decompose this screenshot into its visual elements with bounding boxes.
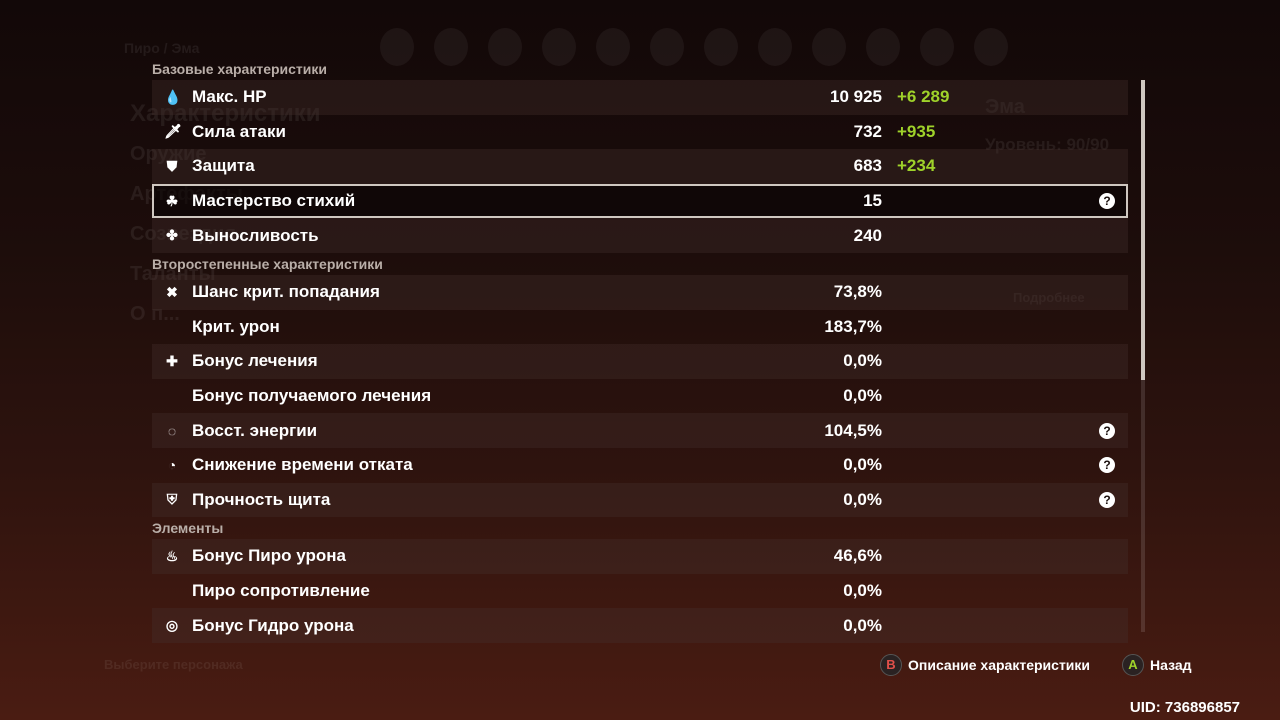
- crit-rate-icon: ✖: [166, 283, 178, 300]
- stat-label: Бонус лечения: [192, 351, 318, 371]
- stat-label: Бонус получаемого лечения: [192, 386, 432, 406]
- stat-label: Снижение времени отката: [192, 455, 413, 475]
- sword-icon: 🗡: [164, 123, 182, 140]
- stat-row[interactable]: ◎ Бонус Гидро урона 0,0%: [152, 608, 1128, 643]
- stat-row[interactable]: ◌ Восст. энергии 104,5%?: [152, 413, 1128, 448]
- stat-bonus: +6 289: [897, 87, 950, 107]
- scrollbar[interactable]: [1141, 80, 1145, 632]
- stat-row[interactable]: 🗡 Сила атаки 732 +935: [152, 115, 1128, 150]
- energy-recharge-icon: ◌: [167, 422, 177, 439]
- stamina-icon: ✤: [166, 227, 178, 244]
- menu-item[interactable]: О п...: [130, 303, 180, 325]
- select-character-hint: Выберите персонажа: [104, 657, 243, 672]
- stat-value: 0,0%: [843, 615, 882, 635]
- stat-row[interactable]: ⛊ Защита 683 +234: [152, 149, 1128, 184]
- stat-row[interactable]: Бонус получаемого лечения 0,0%: [152, 379, 1128, 414]
- uid: UID: 736896857: [1129, 699, 1240, 716]
- stat-value: 683: [853, 156, 882, 176]
- stat-label: Бонус Гидро урона: [192, 615, 354, 635]
- character-selector[interactable]: [380, 28, 1008, 66]
- b-button-icon: B: [880, 654, 902, 676]
- menu-item[interactable]: Созвездия: [130, 223, 237, 245]
- stat-value: 0,0%: [843, 455, 882, 475]
- stat-row[interactable]: ⛨ Прочность щита 0,0%?: [152, 482, 1128, 518]
- stat-value: 73,8%: [833, 282, 882, 302]
- back-label: Назад: [1150, 657, 1192, 673]
- stat-row[interactable]: Крит. урон 183,7%: [152, 310, 1128, 345]
- stat-value: 0,0%: [843, 386, 882, 406]
- help-icon[interactable]: ?: [1099, 457, 1115, 474]
- stat-value: 46,6%: [833, 546, 882, 566]
- section-header: Элементы: [152, 520, 224, 537]
- help-icon[interactable]: ?: [1099, 491, 1115, 508]
- cooldown-icon: ◔: [167, 457, 177, 474]
- character-level: Уровень: 90/90: [985, 135, 1110, 154]
- back-button[interactable]: A Назад: [1122, 654, 1192, 676]
- stat-label: Пиро сопротивление: [192, 581, 370, 601]
- shield-strength-icon: ⛨: [166, 491, 178, 508]
- stat-row[interactable]: ♨ Бонус Пиро урона 46,6%: [152, 539, 1128, 574]
- stat-value: 10 925: [830, 87, 882, 107]
- menu-item[interactable]: Таланты: [130, 263, 216, 285]
- stat-description-label: Описание характеристики: [908, 657, 1091, 673]
- hp-drop-icon: 💧: [164, 88, 182, 105]
- stat-row[interactable]: ✚ Бонус лечения 0,0%: [152, 344, 1128, 379]
- stat-label: Макс. HP: [192, 87, 267, 107]
- stat-label: Защита: [192, 156, 255, 176]
- stat-description-button[interactable]: B Описание характеристики: [880, 654, 1090, 676]
- elemental-mastery-icon: ☘: [165, 192, 179, 209]
- stat-row[interactable]: ✖ Шанс крит. попадания 73,8%: [152, 274, 1128, 310]
- stat-bonus: +935: [897, 121, 936, 141]
- stats-panel: Базовые характеристики 💧 Макс. HP 10 925 +6 …: [152, 58, 1128, 643]
- stat-label: Выносливость: [192, 225, 319, 245]
- stat-label: Сила атаки: [192, 121, 286, 141]
- section-header: Базовые характеристики: [152, 61, 327, 77]
- stat-label: Восст. энергии: [192, 420, 318, 440]
- stat-label: Шанс крит. попадания: [192, 282, 380, 302]
- healing-bonus-icon: ✚: [166, 352, 178, 369]
- stat-row[interactable]: ✤ Выносливость 240: [152, 218, 1128, 253]
- stat-value: 732: [853, 121, 882, 141]
- hydro-icon: ◎: [165, 617, 179, 634]
- stat-label: Прочность щита: [192, 489, 331, 509]
- stat-row[interactable]: Пиро сопротивление 0,0%: [152, 574, 1128, 609]
- menu-item[interactable]: Оружие: [130, 143, 207, 165]
- section-header: Второстепенные характеристики: [152, 255, 383, 272]
- a-button-icon: A: [1122, 654, 1144, 676]
- stat-bonus: +234: [897, 156, 936, 176]
- stat-row[interactable]: ☘ Мастерство стихий 15?: [152, 183, 1128, 219]
- stat-value: 15: [863, 191, 882, 211]
- stat-value: 0,0%: [843, 489, 882, 509]
- stat-label: Бонус Пиро урона: [192, 546, 346, 566]
- breadcrumb: Пиро / Эма: [124, 40, 200, 56]
- shield-icon: ⛊: [166, 157, 178, 174]
- help-icon[interactable]: ?: [1099, 193, 1115, 210]
- stat-row[interactable]: 💧 Макс. HP 10 925 +6 289: [152, 80, 1128, 115]
- details-button[interactable]: Подробнее: [1013, 290, 1085, 305]
- help-icon[interactable]: ?: [1099, 422, 1115, 439]
- character-name: Эма: [985, 96, 1025, 118]
- stat-value: 0,0%: [843, 581, 882, 601]
- pyro-icon: ♨: [165, 547, 179, 564]
- stat-value: 183,7%: [824, 316, 882, 336]
- stat-label: Крит. урон: [192, 316, 280, 336]
- stat-value: 240: [853, 225, 882, 245]
- stat-value: 104,5%: [824, 420, 882, 440]
- stat-row[interactable]: ◔ Снижение времени отката 0,0%?: [152, 448, 1128, 483]
- stat-label: Мастерство стихий: [192, 191, 356, 211]
- scrollbar-thumb[interactable]: [1141, 80, 1145, 380]
- menu-item[interactable]: Характеристики: [130, 100, 321, 127]
- stat-value: 0,0%: [843, 351, 882, 371]
